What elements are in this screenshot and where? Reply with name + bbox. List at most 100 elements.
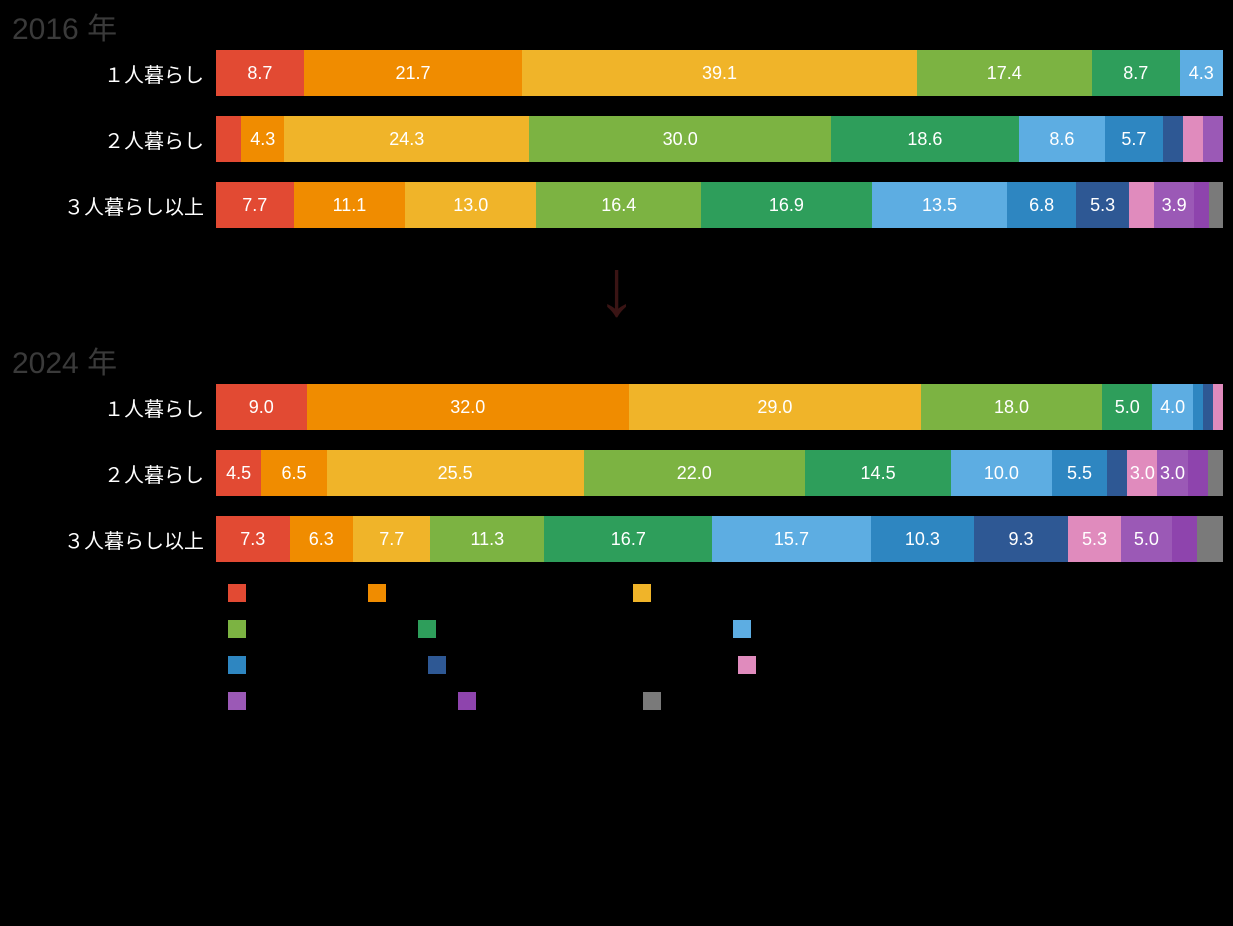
stacked-bar: 4.56.525.522.014.510.05.53.03.0	[216, 450, 1223, 496]
legend-swatch	[228, 656, 246, 674]
bar-segment: 3.9	[1154, 182, 1193, 228]
section-title-2016: 2016 年	[10, 0, 1223, 48]
bar-segment: 4.3	[241, 116, 284, 162]
bar-segment	[1194, 182, 1209, 228]
arrow-down-wrap: ↓	[10, 248, 1223, 328]
bar-segment	[1183, 116, 1203, 162]
bar-segment: 16.4	[536, 182, 701, 228]
bar-segment: 7.7	[353, 516, 431, 562]
bar-segment: 5.7	[1105, 116, 1162, 162]
bar-segment: 8.7	[1092, 50, 1180, 96]
legend-swatch	[458, 692, 476, 710]
bar-segment	[1203, 384, 1213, 430]
legend-item	[738, 656, 806, 674]
bar-row: ３人暮らし以上7.711.113.016.416.913.56.85.33.9	[10, 182, 1223, 228]
legend-row	[228, 690, 1223, 712]
legend-item	[368, 584, 436, 602]
legend-swatch	[418, 620, 436, 638]
legend-swatch	[633, 584, 651, 602]
bar-row: ２人暮らし4.56.525.522.014.510.05.53.03.0	[10, 450, 1223, 496]
bar-row: ２人暮らし4.324.330.018.68.65.7	[10, 116, 1223, 162]
bar-segment: 5.3	[1076, 182, 1129, 228]
bar-segment: 7.3	[216, 516, 290, 562]
bar-segment: 5.3	[1068, 516, 1121, 562]
bar-segment: 8.6	[1019, 116, 1106, 162]
legend-item	[228, 620, 296, 638]
row-label: ２人暮らし	[10, 450, 216, 496]
legend-swatch	[228, 584, 246, 602]
bar-segment: 8.7	[216, 50, 304, 96]
bar-segment: 16.9	[701, 182, 871, 228]
bar-segment: 9.3	[974, 516, 1068, 562]
legend-swatch	[738, 656, 756, 674]
bar-segment: 11.1	[294, 182, 406, 228]
stacked-bar: 8.721.739.117.48.74.3	[216, 50, 1223, 96]
bar-segment: 5.5	[1052, 450, 1107, 496]
chart-page: 2016 年 １人暮らし8.721.739.117.48.74.3２人暮らし4.…	[0, 0, 1233, 926]
section-title-2024: 2024 年	[10, 334, 1223, 382]
legend	[228, 582, 1223, 712]
bar-segment: 10.3	[871, 516, 975, 562]
legend-swatch	[228, 692, 246, 710]
bar-segment	[1107, 450, 1127, 496]
bar-segment	[1188, 450, 1208, 496]
legend-swatch	[643, 692, 661, 710]
bar-segment	[1193, 384, 1203, 430]
bar-segment: 30.0	[529, 116, 831, 162]
bar-segment: 10.0	[951, 450, 1052, 496]
chart-2016: １人暮らし8.721.739.117.48.74.3２人暮らし4.324.330…	[10, 50, 1223, 228]
bar-segment: 4.5	[216, 450, 261, 496]
bar-segment: 25.5	[327, 450, 584, 496]
legend-item	[733, 620, 801, 638]
legend-swatch	[228, 620, 246, 638]
row-label: ２人暮らし	[10, 116, 216, 162]
bar-segment: 29.0	[629, 384, 921, 430]
bar-segment: 5.0	[1121, 516, 1171, 562]
bar-segment	[1129, 182, 1154, 228]
bar-segment	[1208, 450, 1223, 496]
bar-segment: 17.4	[917, 50, 1092, 96]
legend-row	[228, 618, 1223, 640]
bar-segment: 5.0	[1102, 384, 1152, 430]
bar-segment: 18.0	[921, 384, 1102, 430]
chart-2024: １人暮らし9.032.029.018.05.04.0２人暮らし4.56.525.…	[10, 384, 1223, 562]
bar-segment: 14.5	[805, 450, 951, 496]
legend-swatch	[428, 656, 446, 674]
bar-segment: 11.3	[430, 516, 544, 562]
bar-segment	[1197, 516, 1223, 562]
legend-item	[633, 584, 701, 602]
bar-segment: 4.3	[1180, 50, 1223, 96]
bar-segment: 21.7	[304, 50, 523, 96]
bar-segment: 4.0	[1152, 384, 1192, 430]
legend-swatch	[733, 620, 751, 638]
bar-segment: 18.6	[831, 116, 1018, 162]
row-label: ３人暮らし以上	[10, 182, 216, 228]
stacked-bar: 4.324.330.018.68.65.7	[216, 116, 1223, 162]
bar-row: １人暮らし8.721.739.117.48.74.3	[10, 50, 1223, 96]
bar-segment: 32.0	[307, 384, 629, 430]
legend-item	[418, 620, 486, 638]
bar-segment	[1209, 182, 1223, 228]
bar-row: ３人暮らし以上7.36.37.711.316.715.710.39.35.35.…	[10, 516, 1223, 562]
bar-segment	[1213, 384, 1223, 430]
bar-segment: 15.7	[712, 516, 870, 562]
bar-segment: 6.8	[1007, 182, 1075, 228]
stacked-bar: 7.711.113.016.416.913.56.85.33.9	[216, 182, 1223, 228]
legend-item	[228, 692, 296, 710]
bar-segment: 39.1	[522, 50, 916, 96]
legend-item	[458, 692, 526, 710]
bar-segment: 16.7	[544, 516, 712, 562]
legend-item	[228, 656, 296, 674]
row-label: ３人暮らし以上	[10, 516, 216, 562]
arrow-down-icon: ↓	[597, 243, 637, 332]
stacked-bar: 9.032.029.018.05.04.0	[216, 384, 1223, 430]
bar-segment: 9.0	[216, 384, 307, 430]
bar-row: １人暮らし9.032.029.018.05.04.0	[10, 384, 1223, 430]
bar-segment: 6.3	[290, 516, 353, 562]
legend-row	[228, 582, 1223, 604]
row-label: １人暮らし	[10, 50, 216, 96]
stacked-bar: 7.36.37.711.316.715.710.39.35.35.0	[216, 516, 1223, 562]
bar-segment	[1163, 116, 1183, 162]
bar-segment: 24.3	[284, 116, 529, 162]
bar-segment: 22.0	[584, 450, 806, 496]
